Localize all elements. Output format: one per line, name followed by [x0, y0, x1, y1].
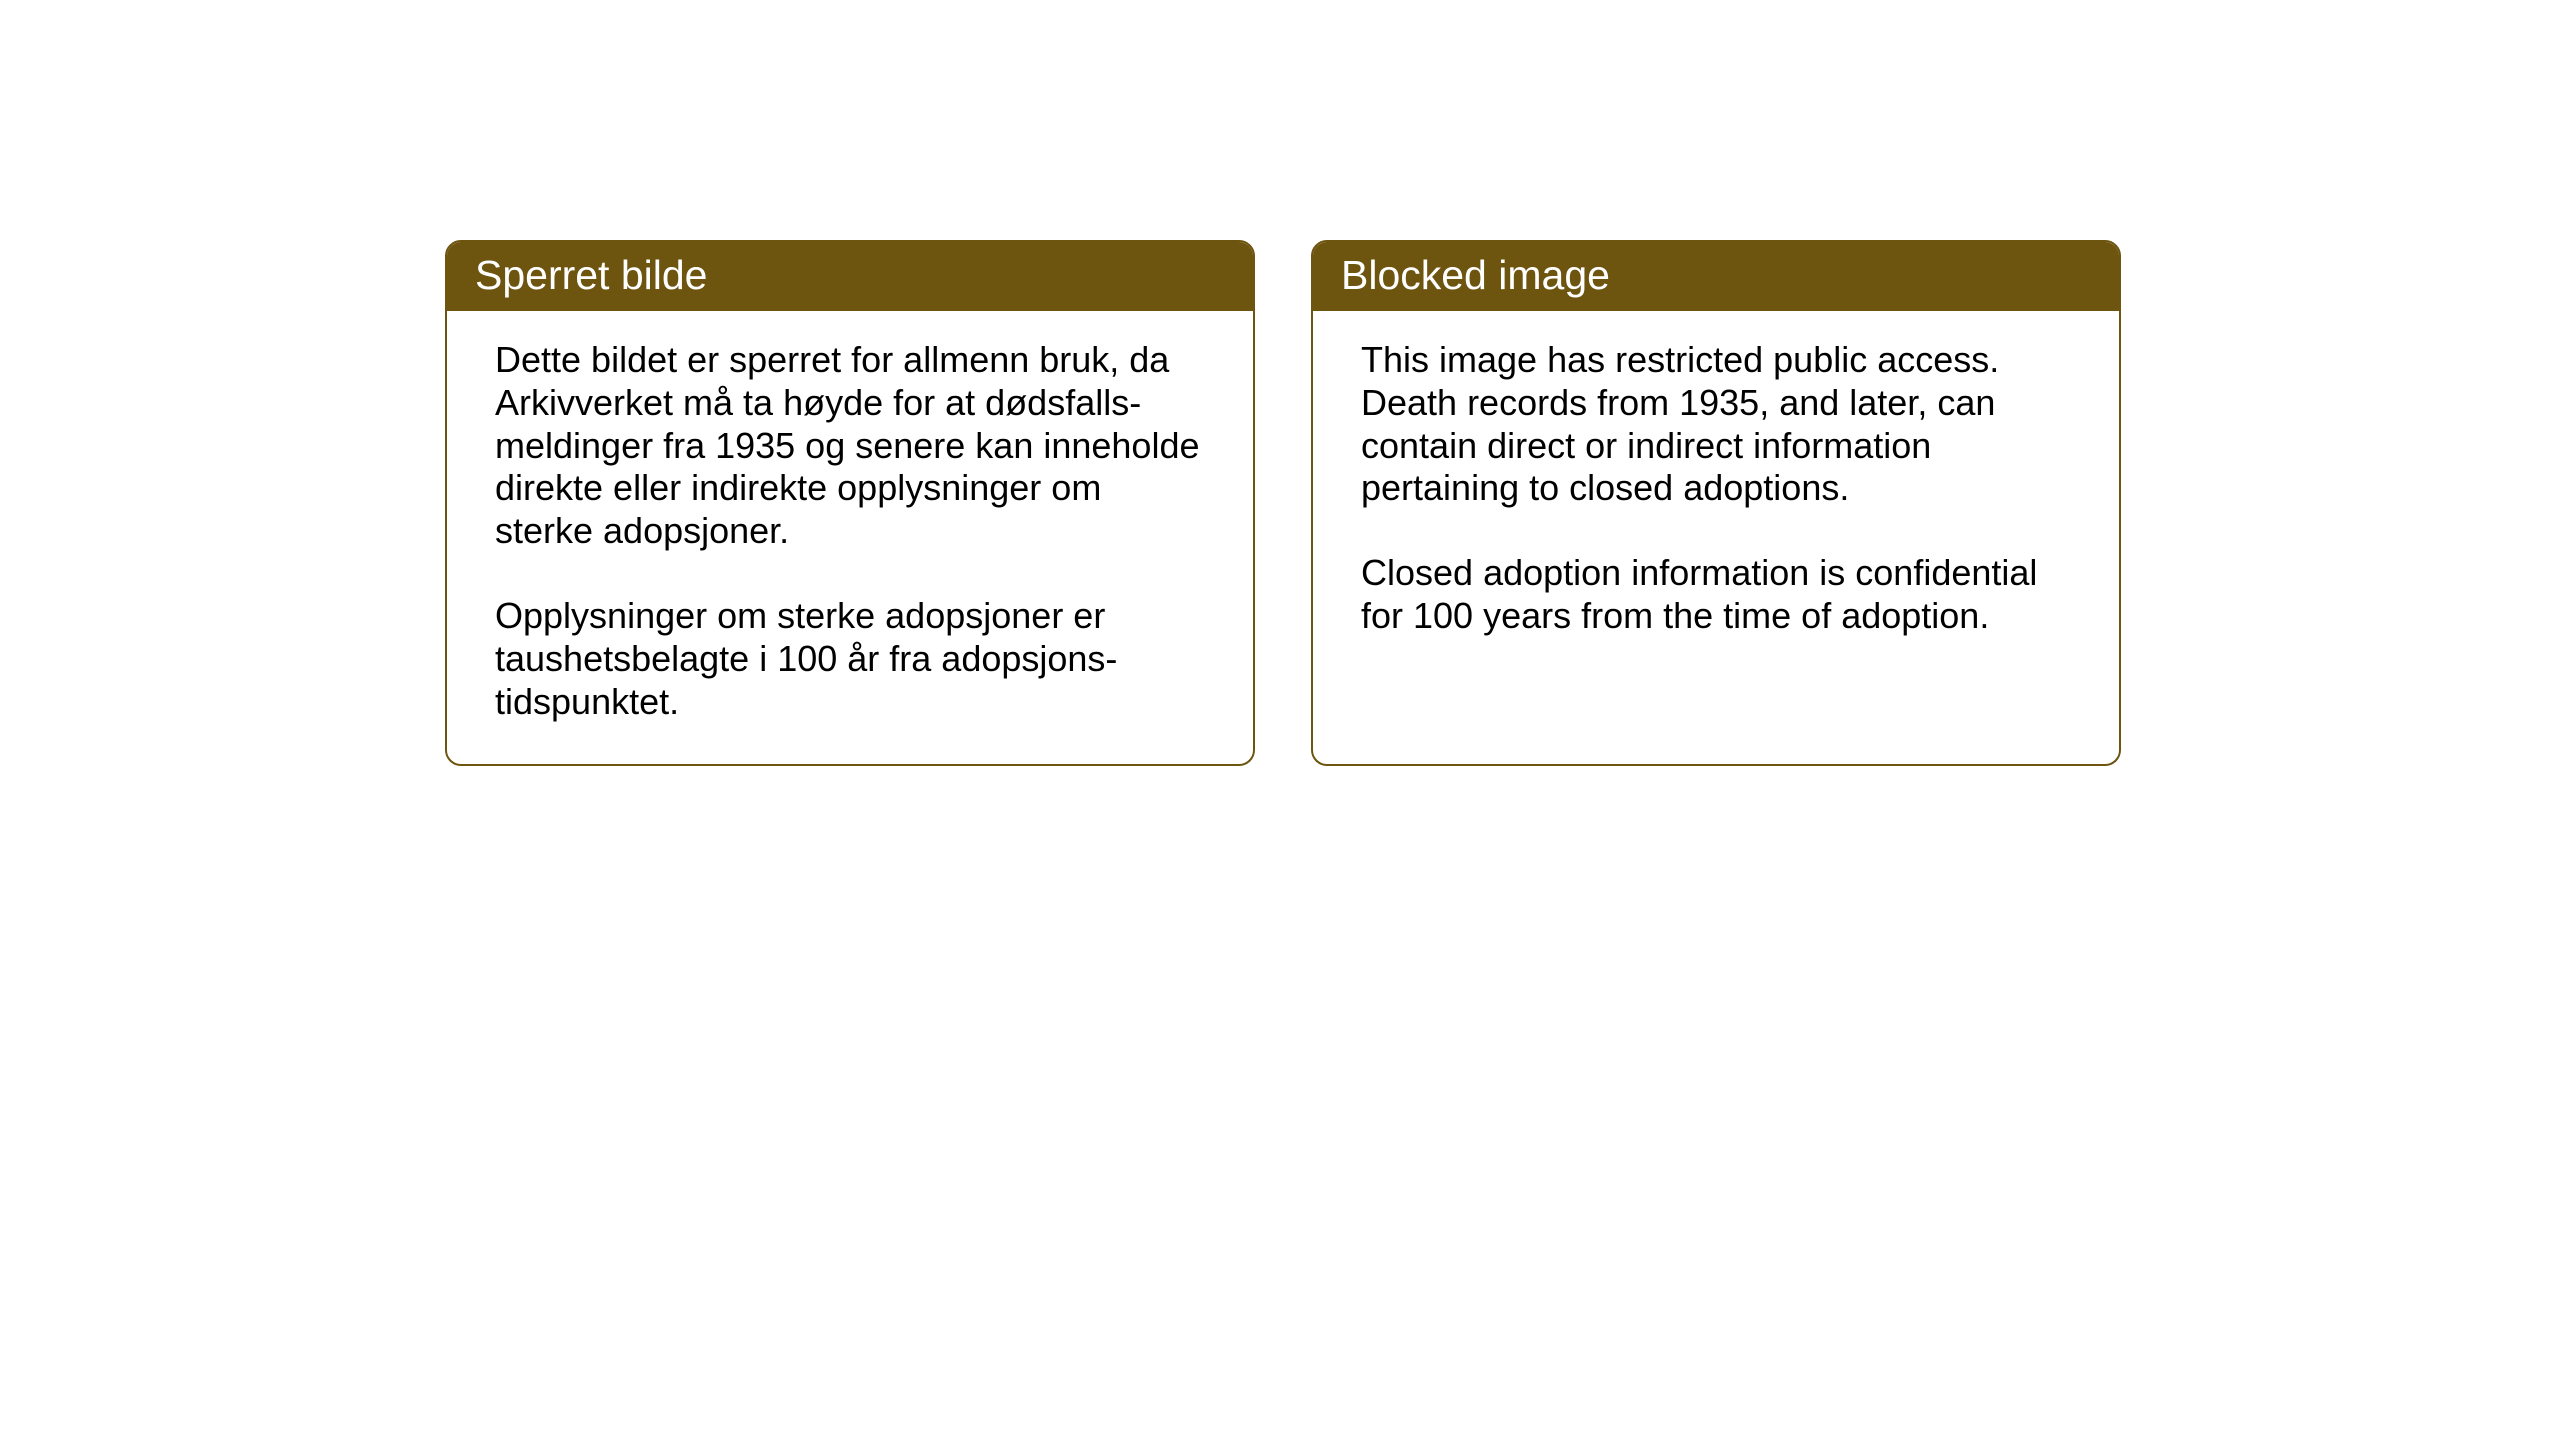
card-header-english: Blocked image [1313, 242, 2119, 311]
card-title-english: Blocked image [1341, 252, 1610, 298]
card-title-norwegian: Sperret bilde [475, 252, 707, 298]
notice-card-norwegian: Sperret bilde Dette bildet er sperret fo… [445, 240, 1255, 766]
card-paragraph-2-english: Closed adoption information is confident… [1361, 552, 2071, 638]
card-body-english: This image has restricted public access.… [1313, 311, 2119, 739]
card-header-norwegian: Sperret bilde [447, 242, 1253, 311]
notice-card-english: Blocked image This image has restricted … [1311, 240, 2121, 766]
card-paragraph-2-norwegian: Opplysninger om sterke adopsjoner er tau… [495, 595, 1205, 723]
card-paragraph-1-norwegian: Dette bildet er sperret for allmenn bruk… [495, 339, 1205, 553]
notice-cards-container: Sperret bilde Dette bildet er sperret fo… [445, 240, 2121, 766]
card-paragraph-1-english: This image has restricted public access.… [1361, 339, 2071, 510]
card-body-norwegian: Dette bildet er sperret for allmenn bruk… [447, 311, 1253, 764]
